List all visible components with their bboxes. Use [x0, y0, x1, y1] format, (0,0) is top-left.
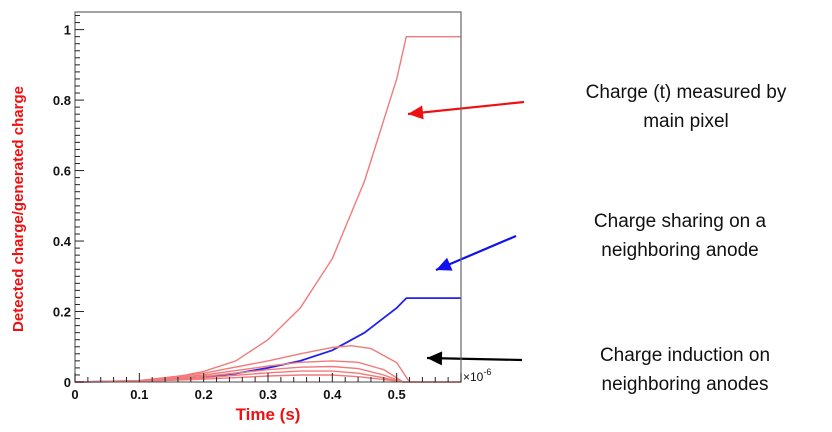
annotation-main-pixel-line2: main pixel [643, 111, 729, 132]
arrow-main-pixel-head [408, 105, 424, 120]
series-line-neighbor-4 [74, 365, 461, 383]
y-tick-label: 0.8 [53, 93, 71, 108]
series-line-neighbor-6 [74, 374, 461, 383]
annotation-charge-sharing-line2: neighboring anode [601, 240, 759, 261]
annotation-charge-induction: Charge induction on neighboring anodes [545, 341, 825, 399]
x-tick-label: 0 [71, 387, 78, 402]
annotation-main-pixel-line1: Charge (t) measured by [585, 82, 787, 103]
chart-axes: 0 0.1 0.2 0.3 0.4 0.5 0 0.2 0.4 0.6 0.8 1 ×10-6 Time … [10, 11, 491, 424]
annotation-charge-sharing: Charge sharing on a neighboring anode [545, 207, 815, 265]
x-tick-label: 0.4 [323, 387, 342, 402]
arrow-charge-induction-head [427, 351, 443, 366]
arrow-charge-induction-shaft [426, 356, 523, 362]
y-tick-label: 0 [64, 375, 71, 390]
arrow-main-pixel-shaft [407, 100, 525, 116]
x-axis-multiplier: ×10-6 [463, 367, 491, 384]
plot-frame [74, 11, 462, 383]
y-tick-label: 1 [64, 23, 71, 38]
x-axis-title: Time (s) [236, 405, 301, 424]
series-line-neighbor-3 [74, 360, 461, 383]
annotation-charge-induction-line1: Charge induction on [599, 345, 771, 366]
annotation-main-pixel: Charge (t) measured by main pixel [540, 78, 832, 136]
arrow-charge-sharing-head [436, 257, 453, 271]
x-tick-label: 0.3 [259, 387, 277, 402]
x-axis-multiplier-base: ×10 [463, 370, 484, 384]
series-line-neighbor-2 [74, 344, 461, 383]
x-axis-multiplier-exponent: -6 [483, 367, 491, 377]
annotation-charge-sharing-line1: Charge sharing on a [593, 211, 767, 232]
y-tick-label: 0.2 [53, 305, 71, 320]
x-tick-label: 0.2 [195, 387, 213, 402]
annotation-charge-induction-line2: neighboring anodes [601, 374, 769, 395]
y-axis-title: Detected charge/generated charge [10, 86, 27, 332]
x-tick-label: 0.1 [130, 387, 148, 402]
x-tick-label: 0.5 [388, 387, 406, 402]
y-tick-label: 0.6 [53, 164, 71, 179]
y-tick-label: 0.4 [53, 234, 72, 249]
annotation-arrows [407, 100, 525, 366]
series-line-main-0 [74, 36, 461, 383]
plot-marks [74, 36, 461, 383]
